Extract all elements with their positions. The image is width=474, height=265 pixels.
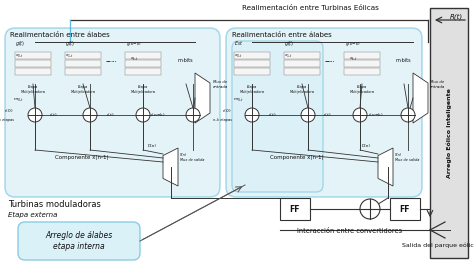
Bar bbox=[15, 68, 51, 75]
Polygon shape bbox=[195, 73, 210, 123]
Bar bbox=[125, 60, 161, 67]
Circle shape bbox=[245, 108, 259, 122]
Bar bbox=[125, 68, 161, 75]
Text: $x_{0,t}$: $x_{0,t}$ bbox=[234, 53, 243, 60]
Text: Arreglo Eólico Inteligente: Arreglo Eólico Inteligente bbox=[446, 88, 452, 178]
Bar bbox=[125, 52, 161, 59]
Text: $r(0)$: $r(0)$ bbox=[4, 108, 14, 114]
Text: $m_{0,t}$: $m_{0,t}$ bbox=[13, 96, 24, 104]
Text: $r(t)$: $r(t)$ bbox=[268, 112, 277, 118]
Polygon shape bbox=[163, 148, 178, 186]
Text: Realimentación entre álabes: Realimentación entre álabes bbox=[232, 32, 332, 38]
Circle shape bbox=[301, 108, 315, 122]
Bar bbox=[234, 68, 270, 75]
Text: $r(n\!-\!k)$: $r(n\!-\!k)$ bbox=[368, 112, 383, 118]
Text: $g(t)$: $g(t)$ bbox=[284, 39, 294, 48]
Bar bbox=[284, 68, 320, 75]
Circle shape bbox=[353, 108, 367, 122]
Text: $r(0)$: $r(0)$ bbox=[222, 108, 232, 114]
Text: $g(k\!-\!k)$: $g(k\!-\!k)$ bbox=[345, 40, 361, 48]
Text: Etapa externa: Etapa externa bbox=[8, 212, 57, 218]
Bar bbox=[390, 198, 420, 220]
Text: D(n): D(n) bbox=[362, 144, 371, 148]
Bar bbox=[234, 60, 270, 67]
Text: n–k etapas: n–k etapas bbox=[0, 118, 14, 122]
Text: $m_{0,t}$: $m_{0,t}$ bbox=[233, 96, 244, 104]
Text: ...: ... bbox=[110, 57, 118, 63]
Bar bbox=[234, 52, 270, 59]
Text: Realimentación entre álabes: Realimentación entre álabes bbox=[10, 32, 110, 38]
Text: Etapa
Multiplicadora: Etapa Multiplicadora bbox=[130, 85, 155, 94]
Text: $r(t)$: $r(t)$ bbox=[323, 112, 332, 118]
Text: –: – bbox=[106, 56, 110, 66]
Circle shape bbox=[360, 199, 380, 219]
Text: Mux de
entrada: Mux de entrada bbox=[430, 80, 445, 89]
Text: –: – bbox=[325, 56, 329, 66]
Bar bbox=[284, 60, 320, 67]
Circle shape bbox=[186, 108, 200, 122]
Text: Salida del parque eólico: Salida del parque eólico bbox=[402, 242, 474, 248]
Bar bbox=[65, 60, 101, 67]
Text: ...: ... bbox=[328, 57, 336, 63]
Text: $r(t)$: $r(t)$ bbox=[107, 112, 115, 118]
Text: Interacción entre convertidores: Interacción entre convertidores bbox=[298, 228, 402, 234]
Text: FF: FF bbox=[290, 205, 300, 214]
Bar bbox=[344, 68, 380, 75]
Text: R(t): R(t) bbox=[450, 13, 463, 20]
Text: Etapa
Multiplicadora: Etapa Multiplicadora bbox=[349, 85, 374, 94]
Text: S(n)
Mux de salida: S(n) Mux de salida bbox=[395, 153, 419, 162]
FancyBboxPatch shape bbox=[18, 222, 140, 260]
Text: $x_{k,t}$: $x_{k,t}$ bbox=[349, 56, 358, 63]
Polygon shape bbox=[378, 148, 393, 186]
Text: Etapa
Multiplicadora: Etapa Multiplicadora bbox=[20, 85, 46, 94]
Text: Realimentación entre Turbinas Eólicas: Realimentación entre Turbinas Eólicas bbox=[242, 5, 378, 11]
Text: $g(t)$: $g(t)$ bbox=[65, 39, 75, 48]
Text: Etapa
Multiplicadora: Etapa Multiplicadora bbox=[71, 85, 95, 94]
Text: $g(t)$: $g(t)$ bbox=[15, 39, 26, 48]
FancyBboxPatch shape bbox=[226, 28, 422, 197]
Text: Mux de
entrada: Mux de entrada bbox=[213, 80, 228, 89]
Circle shape bbox=[28, 108, 42, 122]
Circle shape bbox=[401, 108, 415, 122]
Text: $E_0 t$: $E_0 t$ bbox=[234, 39, 244, 48]
Text: Turbinas moduladoras: Turbinas moduladoras bbox=[8, 200, 101, 209]
Text: $x_{1,t}$: $x_{1,t}$ bbox=[284, 53, 293, 60]
Bar bbox=[284, 52, 320, 59]
FancyBboxPatch shape bbox=[232, 41, 323, 192]
Bar bbox=[15, 52, 51, 59]
Bar bbox=[344, 60, 380, 67]
Text: Arreglo de álabes
etapa interna: Arreglo de álabes etapa interna bbox=[46, 231, 113, 251]
Text: Componente x(n-1): Componente x(n-1) bbox=[55, 155, 109, 160]
Text: $r(t)$: $r(t)$ bbox=[49, 112, 58, 118]
Text: Componente x(n-1): Componente x(n-1) bbox=[270, 155, 324, 160]
Text: $g(k\!-\!k)$: $g(k\!-\!k)$ bbox=[126, 40, 142, 48]
FancyBboxPatch shape bbox=[5, 28, 220, 197]
Bar bbox=[344, 52, 380, 59]
Bar bbox=[15, 60, 51, 67]
Bar bbox=[65, 68, 101, 75]
Text: S(n)
Mux de salida: S(n) Mux de salida bbox=[180, 153, 204, 162]
Bar bbox=[280, 198, 310, 220]
Text: $x_{k,t}$: $x_{k,t}$ bbox=[130, 56, 139, 63]
Text: n–k etapas: n–k etapas bbox=[213, 118, 232, 122]
Text: Etapa
Multiplicadora: Etapa Multiplicadora bbox=[239, 85, 264, 94]
Text: FF: FF bbox=[400, 205, 410, 214]
Text: $x_{0,t}$: $x_{0,t}$ bbox=[15, 53, 24, 60]
Polygon shape bbox=[413, 73, 428, 123]
Text: m-bits: m-bits bbox=[178, 59, 193, 64]
Text: $r(n\!-\!k)$: $r(n\!-\!k)$ bbox=[150, 112, 165, 118]
Text: D(n): D(n) bbox=[148, 144, 157, 148]
Text: Etapa
Multiplicadora: Etapa Multiplicadora bbox=[290, 85, 314, 94]
Circle shape bbox=[136, 108, 150, 122]
Text: $x_{1,t}$: $x_{1,t}$ bbox=[65, 53, 74, 60]
Bar bbox=[65, 52, 101, 59]
Bar bbox=[430, 8, 468, 258]
Text: m-bits: m-bits bbox=[396, 59, 411, 64]
Circle shape bbox=[83, 108, 97, 122]
